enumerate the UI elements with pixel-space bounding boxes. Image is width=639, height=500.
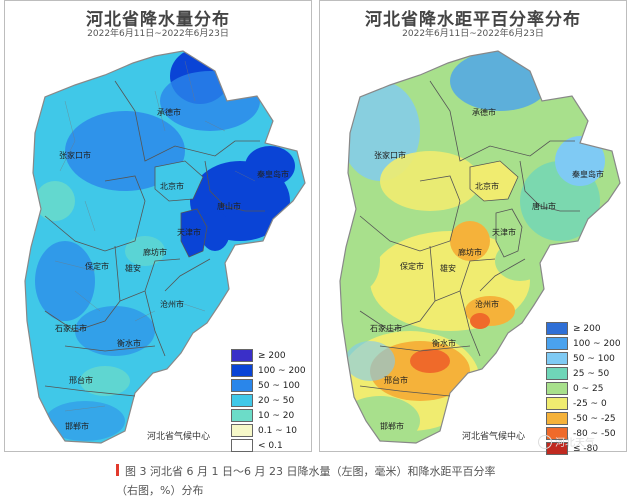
legend-label: 100 ~ 200: [573, 338, 621, 349]
city-label-cangzhou: 沧州市: [475, 299, 499, 309]
city-label-beijing: 北京市: [475, 181, 499, 191]
city-label-qinhuangdao: 秦皇岛市: [257, 169, 289, 179]
legend-swatch: [546, 352, 568, 365]
legend-swatch: [546, 412, 568, 425]
legend-item: ≥ 200: [546, 321, 621, 336]
legend-label: 0.1 ~ 10: [258, 425, 298, 436]
watermark-text: 河北天气: [555, 438, 595, 449]
anomaly-map-title: 河北省降水距平百分率分布: [365, 10, 581, 30]
legend-swatch: [546, 322, 568, 335]
legend-label: ≤ -80: [573, 443, 599, 454]
legend-swatch: [231, 409, 253, 422]
city-label-chengde: 承德市: [157, 107, 181, 117]
city-label-xingtai: 邢台市: [69, 375, 93, 385]
legend-swatch: [231, 364, 253, 377]
city-label-xingtai: 邢台市: [384, 375, 408, 385]
city-label-hengshui: 衡水市: [432, 338, 456, 348]
city-label-shijiazhuang: 石家庄市: [370, 323, 402, 333]
watermark: 河北天气: [538, 434, 595, 449]
legend-swatch: [546, 427, 568, 440]
legend-swatch: [546, 397, 568, 410]
precipitation-map: 承德市 张家口市 北京市 秦皇岛市 唐山市 天津市 廊坊市 保定市 雄安 沧州市…: [24, 50, 306, 444]
legend-swatch: [231, 439, 253, 452]
city-label-beijing: 北京市: [160, 181, 184, 191]
precipitation-map-date: 2022年6月11日~2022年6月23日: [87, 29, 229, 39]
city-label-baoding: 保定市: [85, 261, 109, 271]
legend-label: ≥ 200: [573, 323, 601, 334]
anomaly-map-date: 2022年6月11日~2022年6月23日: [402, 29, 544, 39]
precipitation-map-agency: 河北省气候中心: [147, 432, 211, 442]
legend-swatch: [546, 337, 568, 350]
legend-item: 100 ~ 200: [546, 336, 621, 351]
legend-item: 50 ~ 100: [546, 351, 621, 366]
legend-swatch: [231, 394, 253, 407]
city-label-shijiazhuang: 石家庄市: [55, 323, 87, 333]
precipitation-legend: ≥ 200 100 ~ 200 50 ~ 100 20 ~ 50 10 ~ 20…: [231, 348, 306, 453]
city-label-tianjin: 天津市: [492, 227, 516, 237]
legend-label: 10 ~ 20: [258, 410, 295, 421]
legend-label: < 0.1: [258, 440, 283, 451]
city-label-langfang: 廊坊市: [458, 247, 482, 257]
city-label-handan: 邯郸市: [65, 421, 89, 431]
anomaly-legend: ≥ 200 100 ~ 200 50 ~ 100 25 ~ 50 0 ~ 25 …: [546, 321, 621, 456]
city-label-langfang: 廊坊市: [143, 247, 167, 257]
legend-item: ≤ -80: [546, 441, 621, 456]
city-label-tianjin: 天津市: [177, 227, 201, 237]
legend-item: 0 ~ 25: [546, 381, 621, 396]
city-label-tangshan: 唐山市: [217, 201, 241, 211]
legend-swatch: [231, 424, 253, 437]
legend-swatch: [231, 349, 253, 362]
legend-item: 25 ~ 50: [546, 366, 621, 381]
legend-swatch: [231, 379, 253, 392]
legend-label: -80 ~ -50: [573, 428, 616, 439]
city-label-tangshan: 唐山市: [532, 201, 556, 211]
legend-item: 20 ~ 50: [231, 393, 306, 408]
legend-item: 10 ~ 20: [231, 408, 306, 423]
legend-label: 0 ~ 25: [573, 383, 604, 394]
city-label-xiongan: 雄安: [125, 263, 141, 273]
city-label-zhangjiakou: 张家口市: [374, 150, 406, 160]
legend-label: -25 ~ 0: [573, 398, 607, 409]
legend-label: 20 ~ 50: [258, 395, 295, 406]
precipitation-map-title: 河北省降水量分布: [86, 10, 230, 30]
legend-label: 50 ~ 100: [258, 380, 300, 391]
city-label-baoding: 保定市: [400, 261, 424, 271]
caption-text: 图 3 河北省 6 月 1 日～6 月 23 日降水量（左图，毫米）和降水距平百…: [116, 465, 496, 497]
caption-marker: [116, 464, 119, 476]
city-label-qinhuangdao: 秦皇岛市: [572, 169, 604, 179]
legend-item: 50 ~ 100: [231, 378, 306, 393]
city-label-chengde: 承德市: [472, 107, 496, 117]
city-label-xiongan: 雄安: [440, 263, 456, 273]
anomaly-map-agency: 河北省气候中心: [462, 432, 526, 442]
legend-label: 25 ~ 50: [573, 368, 610, 379]
legend-label: ≥ 200: [258, 350, 286, 361]
city-label-zhangjiakou: 张家口市: [59, 150, 91, 160]
legend-item: < 0.1: [231, 438, 306, 453]
city-label-cangzhou: 沧州市: [160, 299, 184, 309]
city-label-hengshui: 衡水市: [117, 338, 141, 348]
legend-item: -80 ~ -50: [546, 426, 621, 441]
legend-item: -50 ~ -25: [546, 411, 621, 426]
legend-item: -25 ~ 0: [546, 396, 621, 411]
legend-item: 100 ~ 200: [231, 363, 306, 378]
legend-label: 50 ~ 100: [573, 353, 615, 364]
city-label-handan: 邯郸市: [380, 421, 404, 431]
legend-item: 0.1 ~ 10: [231, 423, 306, 438]
legend-label: 100 ~ 200: [258, 365, 306, 376]
legend-item: ≥ 200: [231, 348, 306, 363]
anomaly-map-panel: 河北省降水距平百分率分布 2022年6月11日~2022年6月23日: [319, 0, 627, 455]
weibo-icon: [538, 434, 552, 449]
anomaly-map: 承德市 张家口市 北京市 秦皇岛市 唐山市 天津市 廊坊市 保定市 雄安 沧州市…: [339, 50, 621, 444]
precipitation-map-panel: 河北省降水量分布 2022年6月11日~2022年6月23日: [4, 0, 312, 452]
legend-swatch: [546, 367, 568, 380]
legend-label: -50 ~ -25: [573, 413, 616, 424]
legend-swatch: [546, 442, 568, 455]
figure-caption: 图 3 河北省 6 月 1 日～6 月 23 日降水量（左图，毫米）和降水距平百…: [116, 462, 516, 500]
legend-swatch: [546, 382, 568, 395]
